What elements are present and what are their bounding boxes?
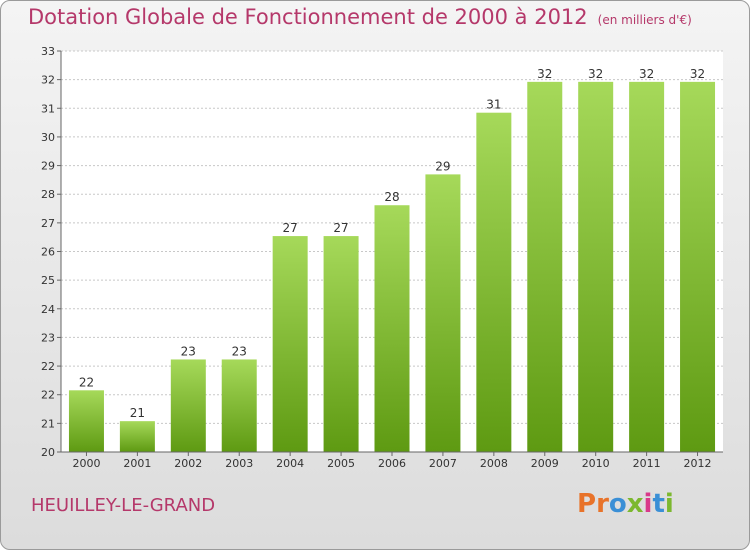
data-label: 27 [333,221,348,235]
data-label: 32 [588,67,603,81]
data-label: 27 [283,221,298,235]
logo-letter: i [664,489,674,519]
logo-letter: P [577,489,597,519]
y-tick-label: 32 [41,74,55,87]
x-tick-label: 2005 [327,457,355,470]
bar-2002 [170,359,206,452]
x-tick-label: 2009 [531,457,559,470]
y-tick-label: 28 [41,188,55,201]
y-tick-label: 27 [41,217,55,230]
x-tick-label: 2008 [480,457,508,470]
data-label: 23 [232,344,247,358]
bar-2008 [476,112,512,452]
proxiti-logo: Proxiti [577,489,674,519]
y-tick-label: 22 [41,389,55,402]
y-axis: 20 21 22 22 23 24 25 26 27 28 29 30 31 32 33 [41,45,62,459]
logo-letter: i [643,489,653,519]
data-label: 32 [537,67,552,81]
bar-2010 [578,81,614,452]
x-tick-label: 2011 [633,457,661,470]
y-tick-label: 25 [41,274,55,287]
data-label: 22 [79,375,94,389]
chart-title: Dotation Globale de Fonctionnement de 20… [28,5,692,29]
logo-letter: x [626,489,644,519]
bar-2011 [629,81,665,452]
place-name: HEUILLEY-LE-GRAND [31,495,216,516]
y-tick-label: 31 [41,102,55,115]
logo-letter: o [608,489,627,519]
y-tick-label: 30 [41,131,55,144]
y-tick-label: 22 [41,360,55,373]
bar-2004 [272,236,308,452]
data-label: 32 [690,67,705,81]
bar-2006 [374,205,410,452]
x-tick-label: 2002 [174,457,202,470]
data-label: 23 [181,344,196,358]
data-label: 28 [384,190,399,204]
logo-letter: r [596,489,609,519]
x-axis: 2000 2001 2002 2003 2004 2005 2006 2007 2008 2009… [61,451,723,470]
y-tick-label: 21 [41,417,55,430]
x-tick-label: 2000 [72,457,100,470]
value-labels: 22 21 23 23 27 27 28 29 31 32 32 32 32 [79,67,705,420]
x-tick-label: 2010 [582,457,610,470]
bar-2001 [119,421,155,452]
bar-2000 [68,390,104,452]
chart-title-text: Dotation Globale de Fonctionnement de 20… [28,5,588,29]
y-tick-label: 23 [41,331,55,344]
data-label: 31 [486,98,501,112]
y-tick-label: 33 [41,45,55,58]
y-tick-label: 20 [41,446,55,459]
x-tick-label: 2006 [378,457,406,470]
x-tick-label: 2003 [225,457,253,470]
data-label: 29 [435,159,450,173]
bar-2012 [680,81,716,452]
data-label: 21 [130,406,145,420]
bar-2003 [221,359,257,452]
x-tick-label: 2007 [429,457,457,470]
x-tick-label: 2004 [276,457,304,470]
logo-letter: t [652,489,665,519]
bar-2007 [425,174,461,452]
data-label: 32 [639,67,654,81]
bar-2005 [323,236,359,452]
y-tick-label: 26 [41,246,55,259]
y-tick-label: 24 [41,303,55,316]
x-tick-label: 2001 [123,457,151,470]
bars [68,81,716,452]
chart-subtitle: (en milliers d'€) [597,13,692,27]
x-tick-label: 2012 [684,457,712,470]
bar-2009 [527,81,563,452]
y-tick-label: 29 [41,160,55,173]
